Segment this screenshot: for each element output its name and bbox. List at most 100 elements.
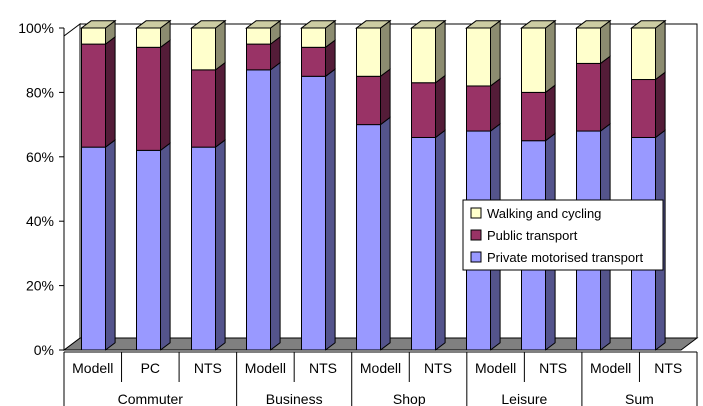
legend-label: Walking and cycling (487, 206, 601, 221)
legend-label: Private motorised transport (487, 250, 643, 265)
bar-top (80, 20, 117, 29)
bar-side (655, 71, 666, 139)
bar-side (215, 19, 226, 71)
bar-segment-walking-and-cycling (630, 19, 667, 81)
category-label: NTS (654, 360, 682, 376)
bar-segment-walking-and-cycling (464, 19, 502, 87)
bar-front (301, 46, 326, 77)
bar-front (301, 75, 326, 351)
bar-front (136, 149, 161, 351)
bar-front (81, 146, 106, 351)
bar-side (490, 77, 501, 133)
bar-segment-public-transport (631, 71, 666, 139)
bar-front (466, 27, 491, 87)
bar-segment-walking-and-cycling (354, 19, 392, 78)
bar-segment-public-transport (411, 74, 446, 139)
category-label: Modell (360, 360, 401, 376)
bar-front (191, 69, 216, 148)
bar-segment-public-transport (191, 61, 226, 149)
bar-segment-private-motorised-transport (301, 68, 336, 352)
bar-front (631, 27, 656, 81)
legend: Walking and cycling Public transport Priva… (462, 199, 664, 271)
bar-segment-public-transport (301, 39, 336, 78)
category-label: NTS (424, 360, 452, 376)
bar-segment-walking-and-cycling (520, 19, 557, 94)
bar-front (521, 91, 546, 142)
bar-top (409, 20, 447, 29)
bar-front (81, 43, 106, 148)
category-label: NTS (539, 360, 567, 376)
bar-segment-private-motorised-transport (136, 142, 171, 352)
category-label: Modell (245, 360, 286, 376)
bar-segment-public-transport (246, 35, 281, 71)
bar-front (246, 43, 271, 71)
bar-side (435, 129, 446, 352)
bar-side (545, 84, 556, 142)
bar-segment-public-transport (356, 68, 391, 126)
side-wall (63, 23, 81, 351)
category-label: Modell (590, 360, 631, 376)
legend-swatch (470, 207, 482, 219)
bar-side (105, 138, 116, 352)
bar-front (356, 75, 381, 126)
bar-top (354, 20, 392, 29)
bar-segment-private-motorised-transport (246, 61, 281, 352)
category-label: NTS (194, 360, 222, 376)
legend-swatch (470, 229, 482, 241)
bar-side (105, 35, 116, 149)
bar-top (520, 20, 557, 29)
bar-segment-public-transport (136, 39, 171, 152)
bar-front (466, 85, 491, 132)
legend-swatch (470, 251, 482, 263)
bar-segment-walking-and-cycling (80, 19, 117, 46)
bar-top (575, 20, 612, 29)
group-label: Business (266, 391, 323, 406)
bar-side (490, 19, 501, 87)
bar-front (301, 27, 326, 48)
bar-top (189, 20, 227, 29)
group-label: Shop (393, 391, 426, 406)
bar-segment-public-transport (576, 55, 611, 133)
bar-front (246, 27, 271, 45)
y-tick-label: 0% (34, 342, 54, 358)
bar-side (545, 19, 556, 94)
group-label: Commuter (118, 391, 184, 406)
bar-segment-public-transport (81, 35, 116, 149)
category-label: Modell (475, 360, 516, 376)
category-label: PC (141, 360, 160, 376)
group-label: Sum (625, 391, 654, 406)
bar-side (655, 19, 666, 81)
bar-side (270, 61, 281, 352)
y-tick-label: 100% (18, 20, 54, 36)
bar-side (435, 74, 446, 139)
bar-top (134, 20, 172, 29)
bar-segment-walking-and-cycling (409, 19, 447, 84)
bar-side (215, 138, 226, 352)
bar-front (136, 46, 161, 151)
bar-segment-walking-and-cycling (189, 19, 227, 71)
bar-segment-walking-and-cycling (299, 19, 337, 49)
bar-front (576, 27, 601, 64)
bar-segment-public-transport (466, 77, 501, 133)
bar-front (521, 27, 546, 93)
y-tick-label: 20% (26, 278, 54, 294)
bar-front (411, 27, 436, 84)
bar-front (136, 27, 161, 48)
bar-top (464, 20, 502, 29)
bar-front (246, 69, 271, 351)
bar-side (435, 19, 446, 84)
bar-front (411, 136, 436, 351)
bar-front (356, 27, 381, 77)
bar-front (356, 124, 381, 351)
bar-front (191, 27, 216, 71)
bar-side (215, 61, 226, 149)
bar-segment-walking-and-cycling (244, 19, 282, 46)
bar-side (380, 68, 391, 126)
bar-top (630, 20, 667, 29)
y-tick-label: 60% (26, 149, 54, 165)
bar-side (380, 116, 391, 352)
bar-front (191, 146, 216, 351)
category-label: NTS (309, 360, 337, 376)
